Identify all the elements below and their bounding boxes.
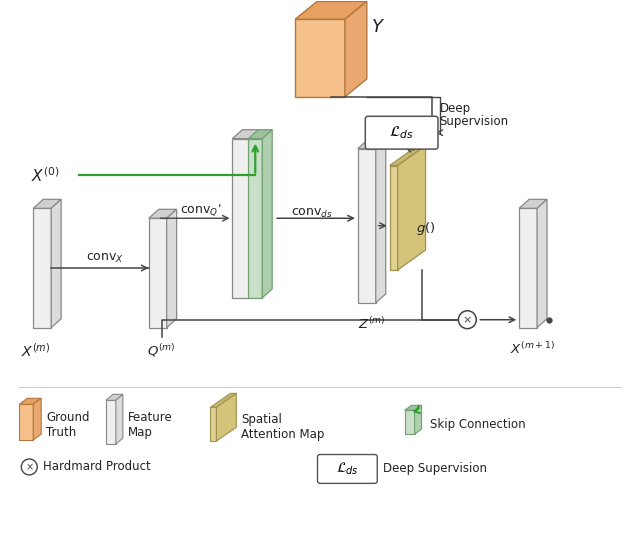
Polygon shape: [404, 410, 415, 434]
Text: $\mathrm{conv}_{ds}$: $\mathrm{conv}_{ds}$: [291, 207, 333, 220]
Text: Deep: Deep: [440, 102, 470, 116]
Polygon shape: [33, 399, 41, 440]
Polygon shape: [248, 139, 262, 298]
Text: $Y$: $Y$: [371, 18, 385, 36]
Polygon shape: [33, 200, 61, 208]
Polygon shape: [232, 129, 260, 139]
Polygon shape: [106, 400, 116, 444]
Polygon shape: [345, 2, 367, 97]
Text: $Q^{(m)}$: $Q^{(m)}$: [147, 342, 176, 358]
Text: Deep Supervision: Deep Supervision: [383, 462, 487, 476]
Text: $\mathrm{conv}_{Q}$': $\mathrm{conv}_{Q}$': [180, 202, 221, 218]
Text: Skip Connection: Skip Connection: [429, 418, 525, 431]
Polygon shape: [33, 208, 51, 327]
FancyBboxPatch shape: [317, 455, 377, 484]
Text: Supervision: Supervision: [440, 115, 509, 128]
Polygon shape: [537, 200, 547, 327]
Polygon shape: [19, 399, 41, 404]
Polygon shape: [211, 407, 216, 441]
Text: $\mathcal{L}_{ds}$: $\mathcal{L}_{ds}$: [389, 124, 414, 141]
Polygon shape: [216, 393, 236, 441]
Polygon shape: [19, 404, 33, 440]
Circle shape: [458, 311, 476, 328]
Text: $\mathrm{conv}_{X}$: $\mathrm{conv}_{X}$: [86, 251, 124, 265]
Text: Hardmard Product: Hardmard Product: [44, 461, 151, 473]
Polygon shape: [390, 146, 426, 165]
Polygon shape: [519, 200, 547, 208]
Text: $\times$: $\times$: [463, 315, 472, 325]
Polygon shape: [106, 394, 123, 400]
Polygon shape: [262, 129, 272, 298]
Polygon shape: [358, 149, 376, 303]
Polygon shape: [51, 200, 61, 327]
Polygon shape: [148, 218, 166, 327]
Text: Spatial
Attention Map: Spatial Attention Map: [241, 413, 324, 441]
Polygon shape: [166, 209, 177, 327]
Polygon shape: [397, 146, 426, 270]
FancyBboxPatch shape: [365, 116, 438, 149]
Polygon shape: [232, 139, 250, 298]
Polygon shape: [211, 393, 236, 407]
Text: $X^{(0)}$: $X^{(0)}$: [31, 166, 60, 185]
Polygon shape: [519, 208, 537, 327]
Circle shape: [21, 459, 37, 475]
Text: $g()$: $g()$: [415, 220, 435, 236]
Polygon shape: [248, 129, 272, 139]
Polygon shape: [295, 19, 345, 97]
Text: $\mathcal{L}_{ds}$: $\mathcal{L}_{ds}$: [336, 461, 359, 477]
Text: $Z^{(m)}$: $Z^{(m)}$: [358, 316, 385, 332]
Text: $X^{(m+1)}$: $X^{(m+1)}$: [511, 341, 556, 356]
Polygon shape: [415, 406, 422, 434]
Text: Ground
Truth: Ground Truth: [46, 411, 90, 439]
Polygon shape: [116, 394, 123, 444]
Polygon shape: [404, 406, 422, 410]
Polygon shape: [148, 209, 177, 218]
Polygon shape: [358, 140, 386, 149]
Polygon shape: [390, 165, 397, 270]
Text: Feature
Map: Feature Map: [128, 411, 173, 439]
Polygon shape: [376, 140, 386, 303]
Text: $\times$: $\times$: [25, 462, 34, 472]
Polygon shape: [250, 129, 260, 298]
Polygon shape: [295, 2, 367, 19]
Text: $X^{(m)}$: $X^{(m)}$: [20, 342, 50, 360]
